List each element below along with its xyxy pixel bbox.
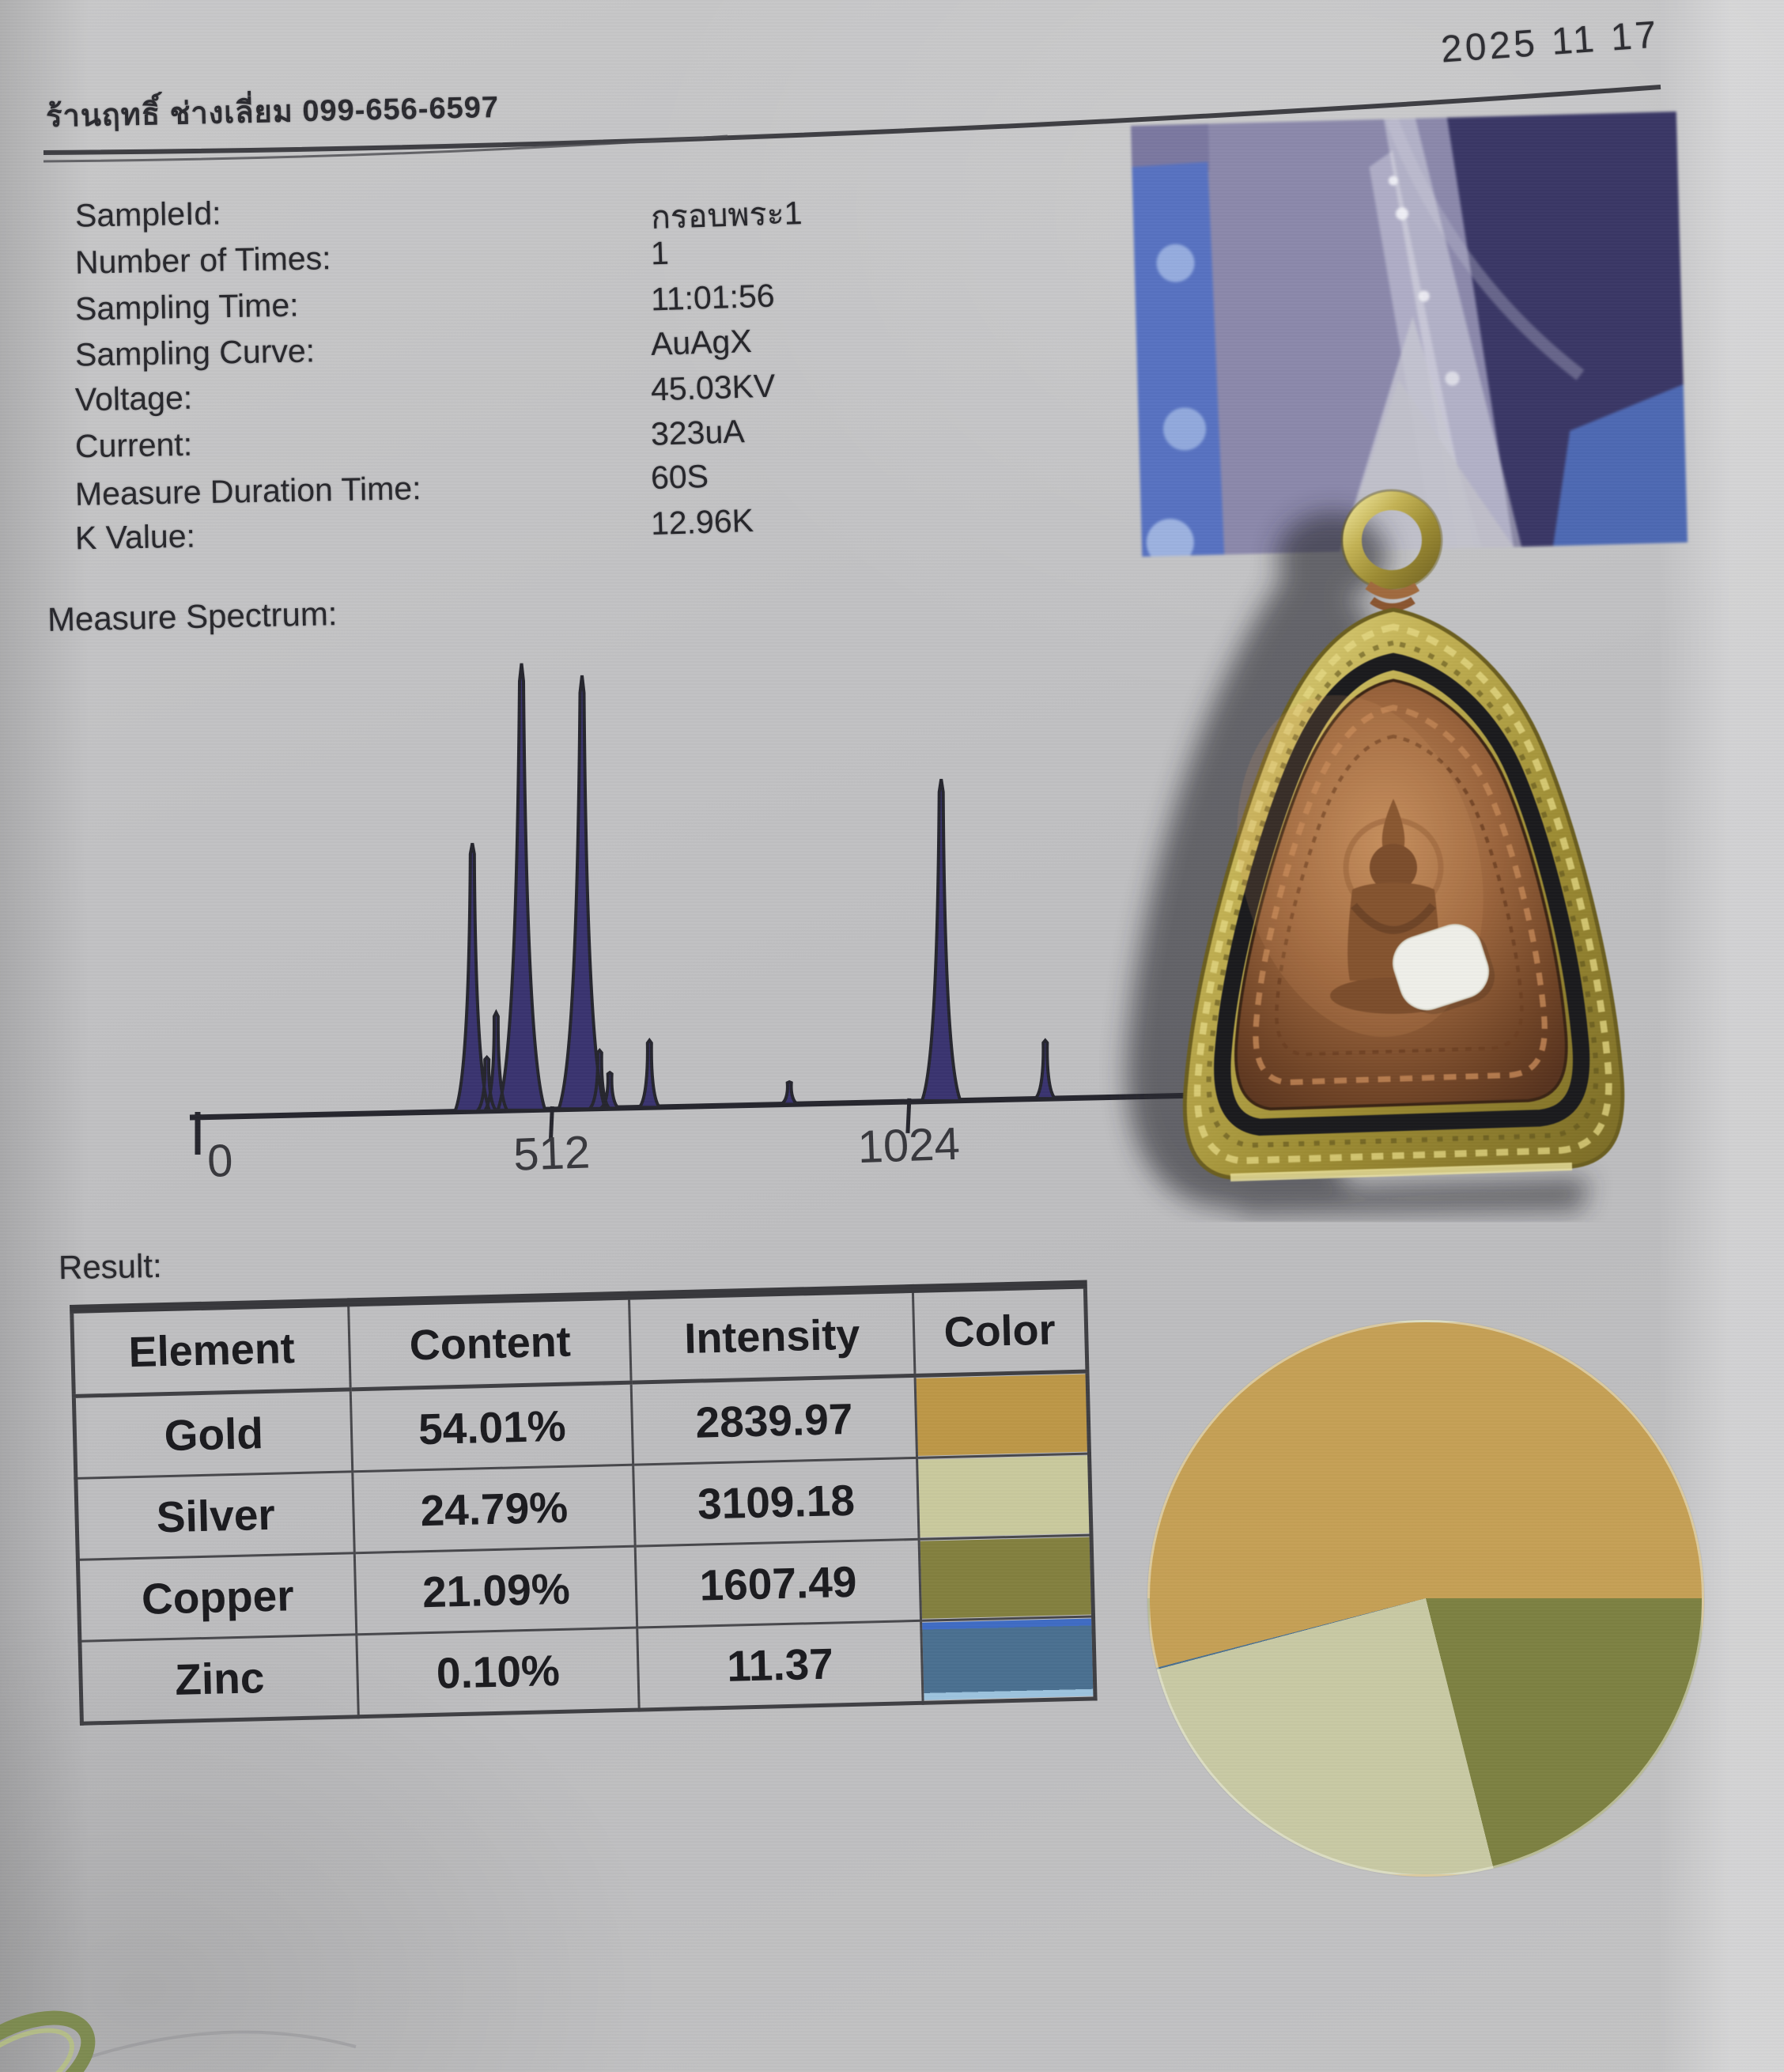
pendant-photo [1126, 489, 1625, 1216]
color-swatch [920, 1537, 1091, 1619]
spectrum-section-label: Measure Spectrum: [47, 595, 338, 638]
shop-header: ร้านฤทธิ์ ช่างเลี่ยม 099-656-6597 [45, 91, 500, 134]
x-tick-label: 512 [512, 1126, 591, 1180]
element-column-header: Element [71, 1302, 351, 1397]
color-swatch [918, 1455, 1090, 1537]
green-object [0, 2010, 96, 2072]
spectrum-peaks [452, 663, 1060, 1114]
color-cell [917, 1454, 1091, 1540]
element-cell: Gold [74, 1389, 353, 1479]
color-cell [919, 1535, 1094, 1621]
x-tick-label: 1024 [857, 1118, 961, 1173]
x-axis [189, 1091, 1236, 1121]
intensity-cell: 2839.97 [631, 1375, 917, 1465]
white-sticker [1393, 924, 1495, 1015]
element-cell: Zinc [79, 1634, 359, 1724]
axis-ticks [548, 1098, 912, 1142]
result-table: Element Content Intensity Color Gold 54.0… [70, 1280, 1098, 1726]
color-column-header: Color [913, 1284, 1087, 1376]
content-cell: 24.79% [353, 1465, 636, 1553]
color-cell [920, 1616, 1096, 1703]
color-cell [914, 1371, 1090, 1458]
header-rule [43, 85, 1661, 155]
color-swatch [916, 1374, 1087, 1456]
color-swatch [922, 1618, 1094, 1700]
result-section-label: Result: [58, 1246, 163, 1287]
intensity-cell: 1607.49 [635, 1539, 921, 1628]
intensity-cell: 3109.18 [633, 1458, 920, 1547]
content-cell: 0.10% [357, 1628, 640, 1717]
intensity-cell: 11.37 [637, 1620, 924, 1711]
element-cell: Silver [75, 1471, 355, 1560]
content-cell: 21.09% [354, 1546, 637, 1635]
intensity-column-header: Intensity [629, 1288, 915, 1383]
faint-arc [86, 2030, 357, 2059]
pendant-bail [1340, 489, 1443, 611]
content-column-header: Content [349, 1295, 632, 1390]
content-cell: 54.01% [350, 1382, 633, 1472]
element-cell: Copper [77, 1552, 357, 1642]
x-tick-label: 0 [206, 1135, 234, 1187]
header-rule-double [43, 134, 728, 163]
composition-pie-chart [1147, 1320, 1704, 1877]
blue-photo [1130, 112, 1688, 557]
